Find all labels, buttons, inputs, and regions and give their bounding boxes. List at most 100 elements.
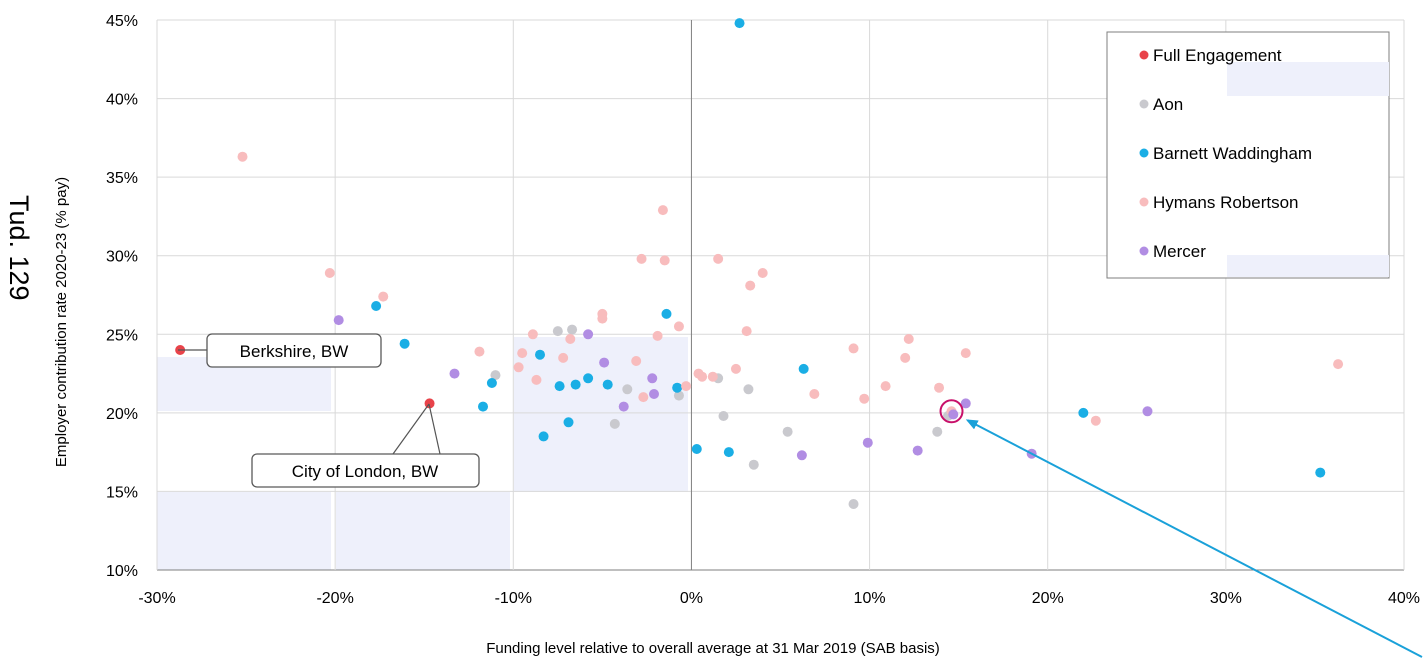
y-tick-label: 15% bbox=[106, 484, 138, 501]
data-point bbox=[636, 253, 647, 264]
x-tick-label: 40% bbox=[1388, 590, 1420, 607]
data-point bbox=[1090, 415, 1101, 426]
data-point bbox=[659, 255, 670, 266]
x-tick-label: -20% bbox=[316, 590, 353, 607]
legend: Full Engagement Aon Barnett Waddingham Hyma… bbox=[1106, 31, 1390, 279]
data-point bbox=[707, 371, 718, 382]
data-point bbox=[848, 343, 859, 354]
data-point bbox=[535, 349, 546, 360]
data-point bbox=[649, 389, 660, 399]
data-point bbox=[903, 334, 914, 344]
data-point bbox=[681, 381, 692, 392]
data-point bbox=[449, 368, 460, 379]
data-point bbox=[745, 280, 756, 291]
legend-label: Full Engagement bbox=[1153, 46, 1282, 65]
data-point bbox=[602, 379, 613, 390]
legend-label: Barnett Waddingham bbox=[1153, 144, 1312, 163]
data-point bbox=[558, 352, 569, 363]
data-point bbox=[741, 326, 752, 337]
data-point bbox=[570, 379, 581, 390]
data-point bbox=[809, 389, 820, 399]
data-point bbox=[1078, 407, 1089, 418]
data-point bbox=[1315, 467, 1326, 478]
data-point bbox=[673, 321, 684, 332]
data-point bbox=[490, 370, 501, 381]
data-point bbox=[859, 393, 870, 404]
y-tick-label: 35% bbox=[106, 170, 138, 187]
data-points bbox=[175, 18, 1344, 509]
data-point bbox=[1142, 406, 1153, 417]
highlight-marker bbox=[939, 399, 1423, 658]
data-point bbox=[880, 381, 891, 392]
legend-shade bbox=[1227, 255, 1389, 277]
callout-leader bbox=[428, 403, 441, 455]
x-tick-label: -10% bbox=[495, 590, 532, 607]
data-point bbox=[697, 371, 708, 382]
data-point bbox=[486, 378, 497, 388]
x-tick-label: 20% bbox=[1032, 590, 1064, 607]
data-point bbox=[618, 401, 629, 412]
x-axis-title: Funding level relative to overall averag… bbox=[486, 640, 940, 657]
data-point bbox=[848, 499, 859, 509]
data-point bbox=[552, 326, 563, 337]
data-point bbox=[583, 373, 594, 384]
legend-marker bbox=[1139, 99, 1149, 109]
data-point bbox=[599, 357, 610, 368]
y-tick-label: 45% bbox=[106, 13, 138, 30]
data-point bbox=[531, 374, 542, 385]
data-point bbox=[237, 151, 248, 162]
data-point bbox=[538, 431, 549, 442]
data-point bbox=[748, 459, 759, 470]
data-point bbox=[757, 268, 768, 278]
data-point bbox=[631, 356, 642, 366]
shaded-region bbox=[157, 492, 331, 570]
data-point bbox=[730, 363, 741, 374]
y-tick-label: 30% bbox=[106, 249, 138, 266]
data-point bbox=[527, 329, 538, 340]
callout-label-city-of-london: City of London, BW bbox=[292, 462, 438, 481]
highlight-arrow bbox=[965, 419, 1423, 658]
callout-label-berkshire: Berkshire, BW bbox=[240, 342, 349, 361]
shaded-region bbox=[336, 492, 510, 570]
legend-label: Hymans Robertson bbox=[1153, 193, 1299, 212]
x-tick-label: 10% bbox=[854, 590, 886, 607]
x-tick-label: 30% bbox=[1210, 590, 1242, 607]
data-point bbox=[567, 324, 578, 335]
data-point bbox=[912, 445, 923, 456]
data-point bbox=[565, 334, 576, 344]
data-point bbox=[647, 373, 658, 384]
legend-label: Mercer bbox=[1153, 242, 1206, 261]
data-point bbox=[652, 330, 663, 341]
data-point bbox=[798, 363, 809, 374]
data-point bbox=[672, 382, 683, 393]
data-point bbox=[517, 348, 528, 359]
callout-box-berkshire bbox=[206, 333, 382, 368]
data-point bbox=[960, 348, 971, 359]
data-point bbox=[324, 268, 335, 278]
highlight-circle bbox=[939, 399, 964, 424]
data-point bbox=[718, 411, 729, 421]
legend-shade bbox=[1227, 62, 1389, 96]
data-point bbox=[782, 426, 793, 437]
legend-label: Aon bbox=[1153, 95, 1183, 114]
data-point bbox=[948, 409, 959, 420]
data-point bbox=[583, 329, 594, 340]
data-point bbox=[622, 384, 633, 395]
callout-leader bbox=[392, 403, 430, 455]
x-axis-ticks: -30% -20% -10% 0% 10% 20% 30% 40% bbox=[138, 590, 1420, 607]
data-point bbox=[597, 313, 608, 324]
data-point bbox=[478, 401, 489, 412]
data-point bbox=[657, 205, 668, 216]
y-tick-label: 10% bbox=[106, 563, 138, 580]
data-point bbox=[932, 426, 943, 437]
data-point bbox=[743, 384, 754, 395]
data-point bbox=[661, 308, 672, 319]
data-point bbox=[378, 291, 389, 302]
x-tick-label: -30% bbox=[138, 590, 175, 607]
data-point bbox=[713, 253, 724, 264]
data-point bbox=[638, 392, 649, 403]
legend-marker bbox=[1139, 148, 1149, 158]
data-point bbox=[609, 418, 620, 429]
data-point bbox=[673, 390, 684, 401]
